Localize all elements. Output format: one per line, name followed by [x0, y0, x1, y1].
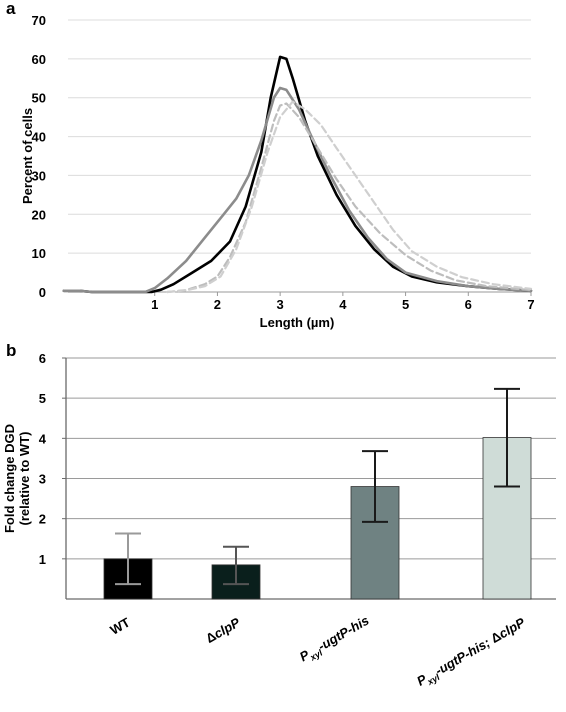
y-tick-label: 4: [39, 431, 47, 446]
chart-b-bars: [103, 437, 532, 600]
x-tick-label: 5: [402, 297, 409, 312]
y-tick-label: 30: [32, 168, 46, 183]
x-tick-label: 6: [465, 297, 472, 312]
chart-a-gridlines: [68, 19, 531, 254]
y-tick-label: 10: [32, 246, 46, 261]
panel-letter-b: b: [6, 341, 16, 360]
chart-b-y-axis-label: Fold change DGD (relative to WT): [2, 424, 32, 533]
category-label-clpp: ΔclpP: [203, 614, 243, 646]
chart-b-error-bars: [115, 387, 520, 586]
series-line-2: [62, 86, 533, 294]
x-tick-label: 4: [339, 297, 347, 312]
chart-a-y-axis-label: Percent of cells: [20, 108, 35, 204]
clpp-text: clpP: [211, 614, 243, 641]
y-tick-label: 6: [39, 351, 46, 366]
y-tick-label: 5: [39, 391, 46, 406]
chart-a-y-ticks: 0 10 20 30 40 50 60 70: [32, 13, 46, 300]
ugtp-text: -ugtP-his: [315, 613, 371, 654]
series-line-3: [166, 102, 533, 294]
x-tick-label: 3: [277, 297, 284, 312]
chart-a-x-ticks: 1 2 3 4 5 6 7: [151, 292, 535, 312]
y-tick-label: 50: [32, 91, 46, 106]
y-tick-label: 3: [39, 472, 46, 487]
y-axis-label-line: (relative to WT): [17, 432, 32, 526]
x-tick-label: 7: [527, 297, 534, 312]
ugtp-semicolon-text: -ugtP-his;: [432, 633, 495, 678]
y-axis-label-line: Fold change DGD: [2, 424, 17, 533]
x-tick-label: 2: [214, 297, 221, 312]
series-line-4: [166, 100, 533, 294]
y-tick-label: 20: [32, 207, 46, 222]
y-tick-label: 60: [32, 52, 46, 67]
series-line-1: [62, 55, 533, 294]
chart-b-gridlines: [66, 357, 556, 560]
panel-letter-a: a: [6, 0, 16, 18]
y-tick-label: 40: [32, 130, 46, 145]
clpp-text: clpP: [496, 614, 528, 641]
y-tick-label: 2: [39, 512, 46, 527]
y-tick-label: 0: [39, 285, 46, 300]
category-label-pxyl-ugtp: Pxyl-ugtP-his: [297, 613, 373, 667]
category-label-wt: WT: [107, 615, 132, 638]
y-tick-label: 1: [39, 552, 46, 567]
chart-b-y-ticks: 1 2 3 4 5 6: [39, 351, 66, 567]
category-label-wt-text: WT: [107, 615, 132, 638]
category-label-pxyl-ugtp-clpp: Pxyl-ugtP-his; ΔclpP: [414, 614, 529, 691]
chart-a-x-axis-label: Length (µm): [260, 315, 335, 330]
x-tick-label: 1: [151, 297, 158, 312]
y-tick-label: 70: [32, 13, 46, 28]
chart-a-series: [62, 55, 533, 294]
